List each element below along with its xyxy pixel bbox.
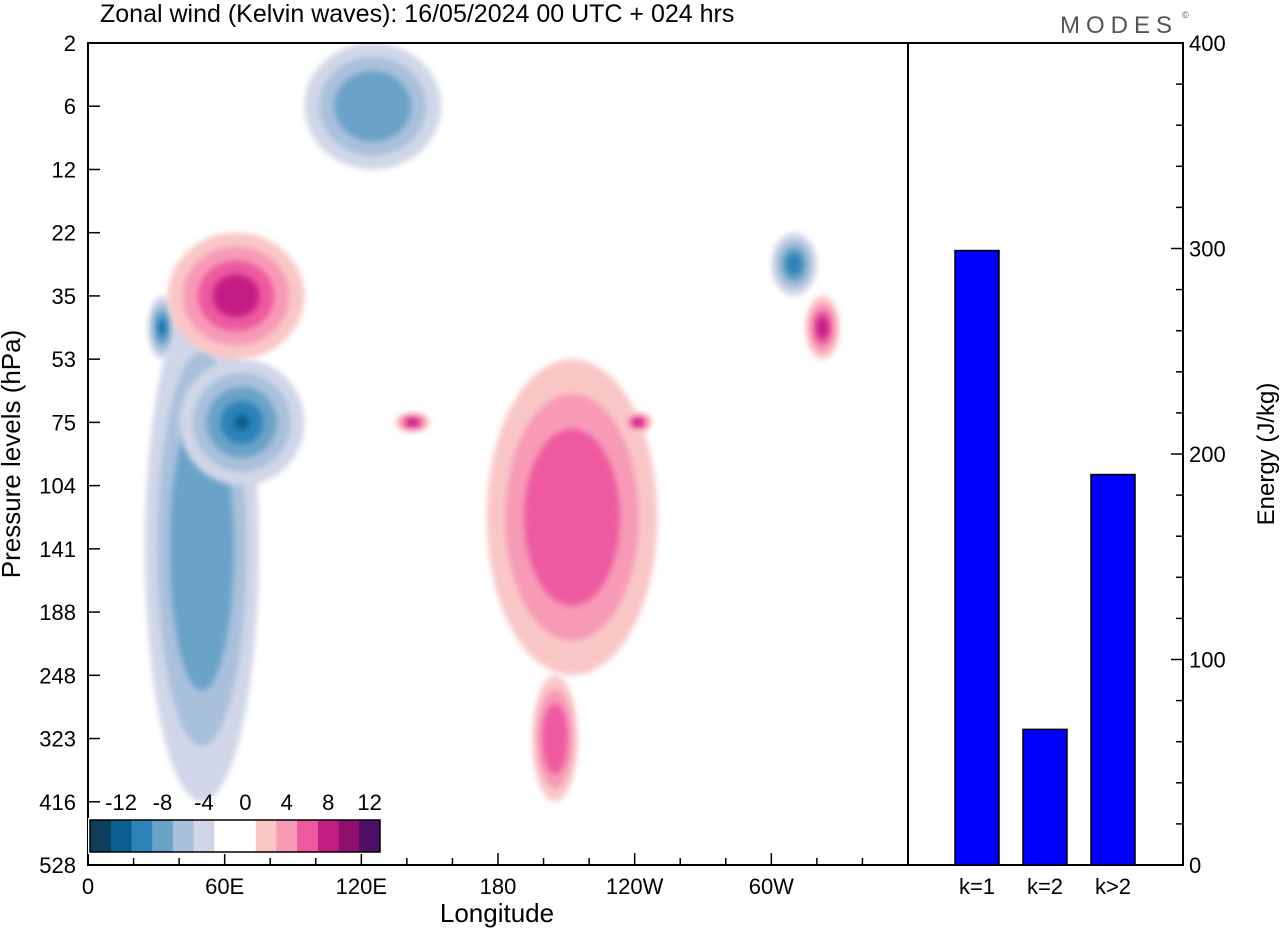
brand-logo: MODES xyxy=(1060,12,1178,39)
westerly-anomaly xyxy=(542,703,568,774)
longitude-tick-label: 120W xyxy=(606,874,664,899)
pressure-tick-label: 248 xyxy=(39,663,76,688)
westerly-anomaly xyxy=(816,316,829,339)
pressure-tick-label: 323 xyxy=(39,727,76,752)
energy-axis: 0 100 200 300 400 xyxy=(1171,31,1226,878)
westerly-anomaly xyxy=(633,418,643,426)
pressure-tick-label: 53 xyxy=(52,347,76,372)
colorbar-label: 4 xyxy=(281,790,293,815)
energy-bar xyxy=(1090,473,1136,866)
longitude-tick-label: 180 xyxy=(480,874,517,899)
brand-mark: © xyxy=(1182,10,1189,20)
westerly-anomaly xyxy=(524,428,620,606)
westerly-anomaly xyxy=(212,274,260,318)
y-axis-label: Pressure levels (hPa) xyxy=(0,330,26,579)
pressure-tick-label: 2 xyxy=(64,31,76,56)
wind-shading xyxy=(144,43,840,802)
chart-title: Zonal wind (Kelvin waves): 16/05/2024 00… xyxy=(100,0,734,28)
colorbar-swatch xyxy=(317,820,340,852)
longitude-tick-label: 0 xyxy=(82,874,94,899)
easterly-anomaly xyxy=(786,253,802,276)
pressure-tick-label: 141 xyxy=(39,537,76,562)
longitude-tick-label: 60E xyxy=(205,874,244,899)
pressure-tick-label: 528 xyxy=(39,853,76,878)
colorbar-swatch xyxy=(214,820,236,852)
pressure-axis: 2 6 12 22 35 53 75 104 141 188 248 323 416 528 xyxy=(39,31,100,878)
colorbar-swatch xyxy=(276,820,298,852)
westerly-anomaly xyxy=(406,418,419,426)
energy-bar xyxy=(954,249,1000,866)
energy-axis-label: Energy (J/kg) xyxy=(1253,383,1280,526)
pressure-tick-label: 416 xyxy=(39,790,76,815)
colorbar-swatch xyxy=(359,820,381,852)
energy-bars xyxy=(954,249,1136,866)
longitude-tick-label: 120E xyxy=(336,874,387,899)
easterly-anomaly xyxy=(160,323,164,332)
colorbar-swatch xyxy=(235,820,257,852)
easterly-anomaly xyxy=(234,414,250,430)
energy-tick-label: 100 xyxy=(1189,648,1226,673)
energy-bar xyxy=(1022,728,1068,866)
energy-tick-label: 400 xyxy=(1189,31,1226,56)
easterly-anomaly xyxy=(334,70,411,142)
colorbar-label: -12 xyxy=(105,790,137,815)
wavenumber-label: k>2 xyxy=(1095,874,1131,899)
colorbar-swatch xyxy=(172,820,195,852)
pressure-tick-label: 6 xyxy=(64,94,76,119)
kelvin-wave-hovmoller: 2 6 12 22 35 53 75 104 141 188 248 323 416 528 0 60E 12… xyxy=(0,31,909,928)
pressure-tick-label: 75 xyxy=(52,410,76,435)
longitude-axis: 0 60E 120E 180 120W 60W xyxy=(82,853,864,899)
energy-tick-label: 200 xyxy=(1189,442,1226,467)
colorbar-swatch xyxy=(338,820,360,852)
colorbar-swatch xyxy=(131,820,153,852)
wavenumber-axis: k=1 k=2 k>2 xyxy=(959,874,1131,899)
colorbar-label: 8 xyxy=(322,790,334,815)
colorbar-swatch xyxy=(110,820,132,852)
colorbar-swatch xyxy=(90,820,112,852)
colorbar-label: 12 xyxy=(357,790,381,815)
colorbar-label: -8 xyxy=(153,790,173,815)
wavenumber-label: k=2 xyxy=(1027,874,1063,899)
colorbar-swatch xyxy=(152,820,174,852)
colorbar-legend: -12 -8 -4 0 4 8 12 xyxy=(88,790,382,854)
longitude-tick-label: 60W xyxy=(749,874,794,899)
pressure-tick-label: 12 xyxy=(52,157,76,182)
colorbar-swatch xyxy=(193,820,215,852)
energy-bar-chart: 0 100 200 300 400 k=1 k=2 k>2 Energy (J/kg) xyxy=(907,31,1280,899)
energy-tick-label: 300 xyxy=(1189,237,1226,262)
colorbar-label: -4 xyxy=(194,790,214,815)
pressure-tick-label: 35 xyxy=(52,284,76,309)
colorbar-outline xyxy=(89,819,381,853)
energy-tick-label: 0 xyxy=(1189,853,1201,878)
colorbar-swatch xyxy=(255,820,277,852)
pressure-tick-label: 22 xyxy=(52,221,76,246)
pressure-tick-label: 104 xyxy=(39,474,76,499)
colorbar-swatch xyxy=(297,820,319,852)
colorbar-label: 0 xyxy=(239,790,251,815)
x-axis-label: Longitude xyxy=(440,898,554,928)
pressure-tick-label: 188 xyxy=(39,600,76,625)
wavenumber-label: k=1 xyxy=(959,874,995,899)
